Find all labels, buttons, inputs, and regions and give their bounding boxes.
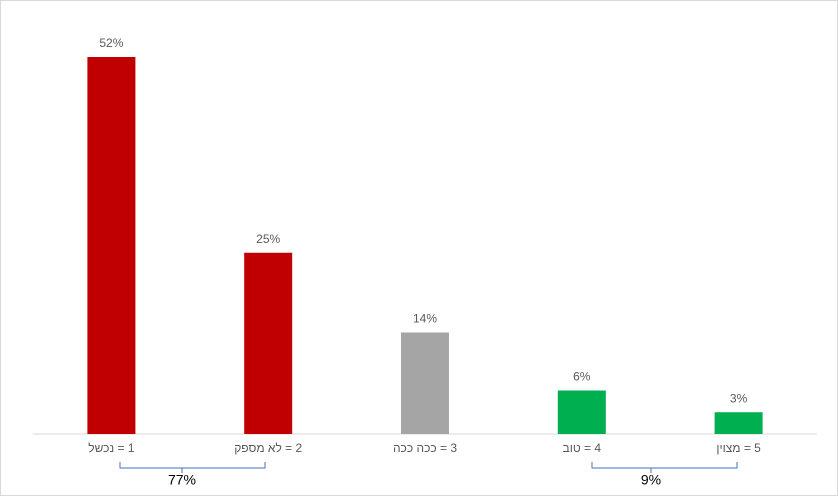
bar bbox=[87, 57, 136, 434]
x-tick-label: 1 = נכשל bbox=[88, 441, 135, 455]
value-label: 52% bbox=[99, 36, 123, 50]
bar bbox=[714, 412, 763, 434]
value-label: 14% bbox=[413, 312, 437, 326]
value-label: 6% bbox=[573, 370, 591, 384]
bracket bbox=[591, 462, 738, 473]
x-tick-label: 5 = מצוין bbox=[716, 441, 761, 455]
bar bbox=[244, 252, 293, 434]
annotation: 77% bbox=[168, 472, 196, 488]
x-tick-label: 2 = לא מספק bbox=[234, 441, 302, 455]
bracket bbox=[119, 462, 266, 473]
bar bbox=[557, 390, 606, 434]
value-label: 25% bbox=[256, 232, 280, 246]
value-label: 3% bbox=[730, 391, 748, 405]
bar bbox=[401, 332, 449, 434]
annotation: 9% bbox=[641, 472, 661, 488]
x-tick-label: 4 = טוב bbox=[563, 441, 602, 455]
x-tick-label: 3 = ככה ככה bbox=[393, 441, 457, 455]
